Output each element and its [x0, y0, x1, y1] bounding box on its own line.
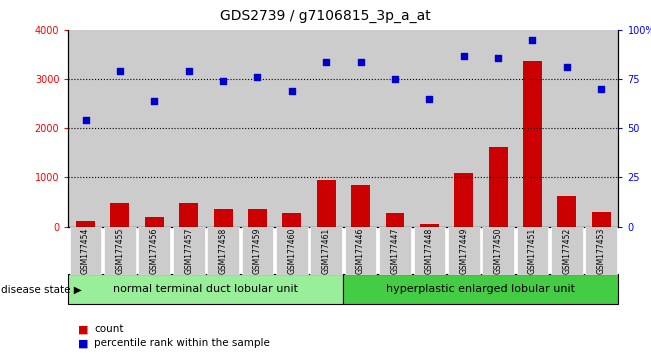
Point [218, 78, 229, 84]
Bar [317, 180, 336, 227]
Text: GSM177461: GSM177461 [322, 227, 331, 274]
Text: GSM177460: GSM177460 [287, 227, 296, 274]
Text: GSM177457: GSM177457 [184, 227, 193, 274]
Point [149, 98, 159, 104]
Text: GSM177449: GSM177449 [459, 227, 468, 274]
Text: GSM177456: GSM177456 [150, 227, 159, 274]
Text: ■: ■ [78, 324, 89, 334]
Text: count: count [94, 324, 124, 334]
Text: ■: ■ [78, 338, 89, 348]
Point [355, 59, 366, 64]
Text: GSM177447: GSM177447 [391, 227, 400, 274]
Bar [523, 61, 542, 227]
Bar [179, 204, 198, 227]
Bar [111, 204, 130, 227]
Text: GSM177455: GSM177455 [115, 227, 124, 274]
Point [390, 76, 400, 82]
Text: GSM177453: GSM177453 [597, 227, 606, 274]
Point [458, 53, 469, 58]
Bar [385, 213, 404, 227]
Point [527, 37, 538, 43]
Text: GSM177454: GSM177454 [81, 227, 90, 274]
Bar [248, 209, 267, 227]
Text: GSM177459: GSM177459 [253, 227, 262, 274]
Point [493, 55, 503, 61]
Text: GSM177451: GSM177451 [528, 227, 537, 274]
Bar [454, 173, 473, 227]
Text: GSM177450: GSM177450 [493, 227, 503, 274]
Text: GSM177446: GSM177446 [356, 227, 365, 274]
Point [596, 86, 607, 92]
Bar [76, 221, 95, 227]
Point [321, 59, 331, 64]
Text: GSM177458: GSM177458 [219, 227, 228, 274]
Bar [592, 212, 611, 227]
Text: normal terminal duct lobular unit: normal terminal duct lobular unit [113, 284, 298, 295]
Point [252, 74, 262, 80]
Text: hyperplastic enlarged lobular unit: hyperplastic enlarged lobular unit [387, 284, 575, 295]
Bar [489, 147, 508, 227]
Point [115, 69, 125, 74]
Bar [283, 213, 301, 227]
Point [286, 88, 297, 94]
Bar [351, 185, 370, 227]
Text: GSM177448: GSM177448 [425, 227, 434, 274]
Bar [214, 209, 232, 227]
Bar [145, 217, 164, 227]
Bar [420, 224, 439, 227]
Point [562, 64, 572, 70]
Text: percentile rank within the sample: percentile rank within the sample [94, 338, 270, 348]
Text: GDS2739 / g7106815_3p_a_at: GDS2739 / g7106815_3p_a_at [220, 9, 431, 23]
Text: disease state ▶: disease state ▶ [1, 284, 82, 295]
Bar [557, 196, 576, 227]
Point [80, 118, 90, 123]
Point [184, 69, 194, 74]
Text: GSM177452: GSM177452 [562, 227, 572, 274]
Point [424, 96, 435, 102]
